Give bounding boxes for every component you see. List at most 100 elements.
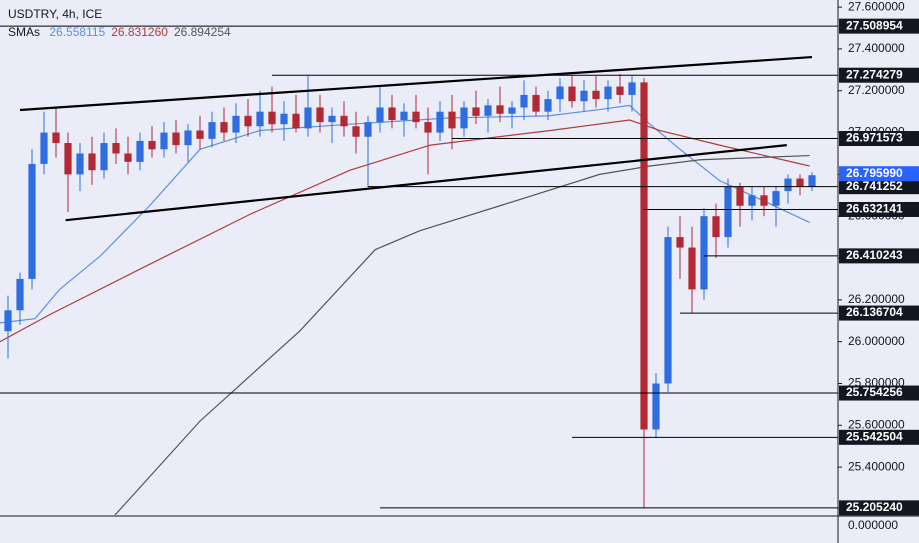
sma-legend: SMAs 26.558115 26.831260 26.894254 [8,25,231,39]
candle-body [808,175,816,187]
level-label: 25.754256 [846,385,903,399]
level-label: 26.741252 [846,179,903,193]
candle-body [220,122,228,133]
candle-body [400,111,408,121]
candle-body [580,90,588,102]
candle-body [364,122,372,137]
candle-body [484,105,492,116]
candle-body [736,186,744,206]
candle-body [148,140,156,150]
candle-body [232,115,240,133]
candle-body [628,82,636,95]
candle-body [124,153,132,162]
trendline [19,55,813,112]
lower-pane-label: 0.000000 [848,518,898,532]
candle-body [592,90,600,100]
y-tick-label: 26.000000 [848,334,905,348]
candle-body [208,122,216,139]
level-label: 26.136704 [846,305,903,319]
candle-body [256,111,264,127]
level-label-box [839,429,919,445]
candle-body [196,130,204,139]
candle-body [244,115,252,127]
candle-body [316,107,324,123]
level-label: 26.971573 [846,131,903,145]
level-label: 25.542504 [846,429,903,443]
sma-value: 26.894254 [174,25,231,39]
candle-body [184,130,192,146]
candle-body [568,86,576,102]
candle-body [112,143,120,154]
y-tick-label: 26.200000 [848,292,905,306]
candle-body [772,191,780,206]
level-label-box [839,248,919,264]
sma-line [0,119,810,343]
candle-body [472,107,480,116]
candle-body [28,163,36,279]
candle-body [712,216,720,238]
candle-body [16,278,24,311]
y-tick-label: 25.400000 [848,459,905,473]
current-price-label: 26.795990 [846,166,903,180]
trendline [65,144,787,222]
candle-body [556,86,564,100]
candle-body [532,94,540,112]
candle-body [136,140,144,162]
level-label: 27.274279 [846,67,903,81]
candle-body [280,113,288,125]
candle-body [4,310,12,332]
sma-line [114,154,810,515]
y-tick-label: 27.400000 [848,41,905,55]
level-label: 25.205240 [846,500,903,514]
level-label-box [839,131,919,147]
level-label-box [839,18,919,34]
level-label: 26.410243 [846,248,903,262]
candle-body [292,113,300,129]
candle-body [160,132,168,150]
candle-body [448,111,456,129]
sma-value: 26.831260 [111,25,168,39]
candle-body [352,126,360,137]
candle-body [508,107,516,114]
candle-body [796,178,804,187]
candle-body [412,111,420,123]
candle-body [604,86,612,100]
candle-body [652,383,660,430]
candle-body [424,122,432,133]
candle-body [100,143,108,171]
candle-body [40,132,48,164]
current-price-box [839,166,919,182]
candle-body [616,86,624,95]
candle-body [520,94,528,108]
candle-body [340,115,348,127]
level-label-box [839,385,919,401]
sma-value: 26.558115 [49,25,105,39]
plot-area [0,25,838,515]
candle-body [268,111,276,125]
candle-body [52,132,60,144]
candle-body [172,132,180,146]
candle-body [544,99,552,112]
candle-body [784,178,792,192]
level-label: 26.632141 [846,202,903,216]
candle-body [688,247,696,290]
level-label-box [839,201,919,217]
candle-body [388,107,396,121]
candle-body [640,82,648,430]
level-label: 27.508954 [846,18,903,32]
candle-body [724,186,732,238]
candle-body [664,237,672,384]
level-label-box [839,179,919,195]
y-tick-label: 27.200000 [848,83,905,97]
candle-body [328,115,336,123]
candle-body [460,107,468,129]
candle-body [760,195,768,206]
candle-body [700,216,708,290]
candle-body [436,111,444,133]
indicator-label: SMAs [8,25,40,39]
candle-body [88,153,96,171]
candle-body [676,237,684,248]
